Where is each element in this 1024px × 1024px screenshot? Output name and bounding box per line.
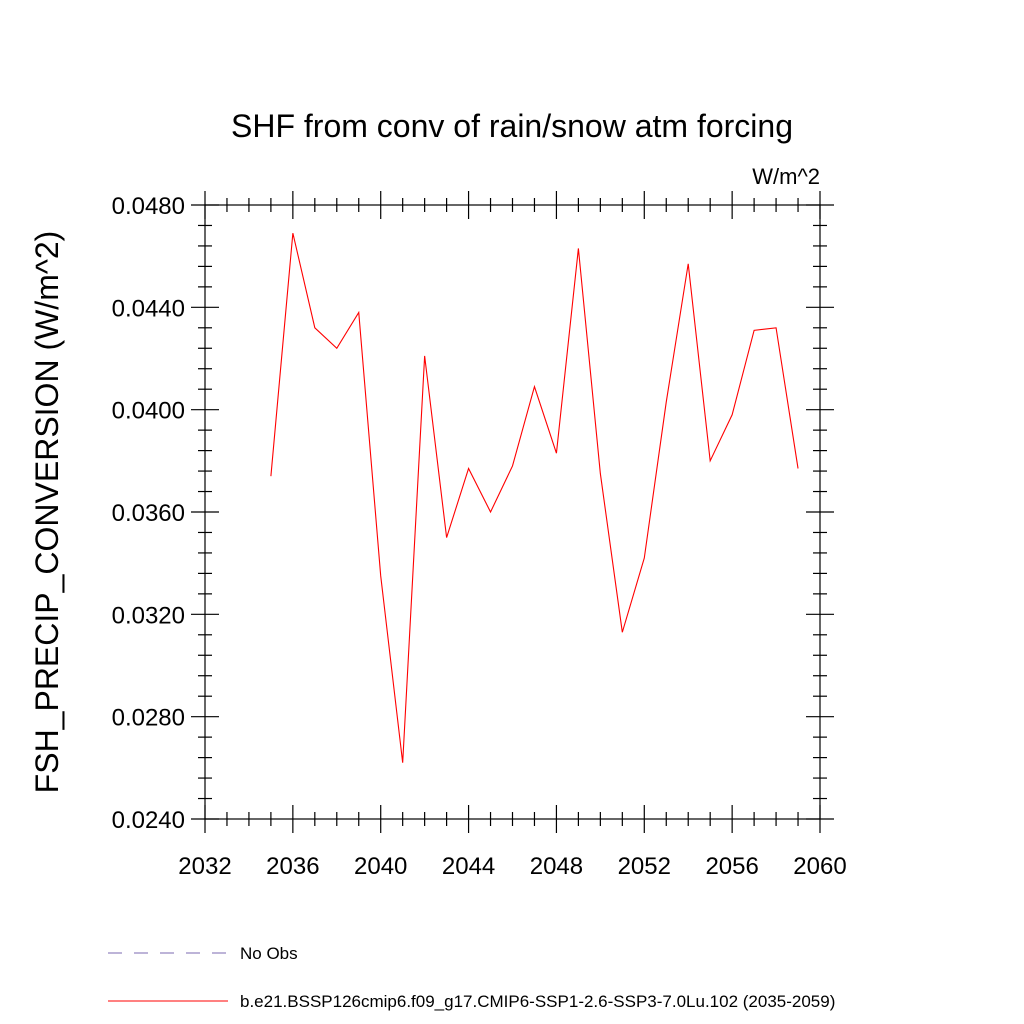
x-tick-label: 2040 <box>354 853 407 880</box>
x-tick-label: 2032 <box>178 853 231 880</box>
legend-label: b.e21.BSSP126cmip6.f09_g17.CMIP6-SSP1-2.… <box>240 992 835 1011</box>
y-tick-label: 0.0480 <box>112 193 185 220</box>
y-tick-label: 0.0440 <box>112 295 185 322</box>
plot-frame <box>204 204 821 820</box>
x-tick-label: 2060 <box>793 853 846 880</box>
y-tick-label: 0.0360 <box>112 500 185 527</box>
series-lines <box>270 233 799 763</box>
x-tick-label: 2052 <box>618 853 671 880</box>
x-tick-label: 2048 <box>530 853 583 880</box>
x-tick-label: 2044 <box>442 853 495 880</box>
legend-label: No Obs <box>240 944 298 963</box>
axis-ticks <box>191 191 834 833</box>
axis-tick-labels: 2032 2036 2040 2044 2048 2052 2056 2060 0.0240 0.… <box>112 193 847 880</box>
series-line <box>270 233 799 763</box>
y-tick-label: 0.0320 <box>112 602 185 629</box>
x-tick-label: 2036 <box>266 853 319 880</box>
y-tick-label: 0.0280 <box>112 705 185 732</box>
chart-units: W/m^2 <box>752 164 820 189</box>
legend: No Obs b.e21.BSSP126cmip6.f09_g17.CMIP6-S… <box>108 944 835 1011</box>
chart-title: SHF from conv of rain/snow atm forcing <box>231 108 793 144</box>
x-tick-label: 2056 <box>705 853 758 880</box>
y-tick-label: 0.0240 <box>112 807 185 834</box>
y-axis-label: FSH_PRECIP_CONVERSION (W/m^2) <box>29 231 65 794</box>
y-tick-label: 0.0400 <box>112 398 185 425</box>
